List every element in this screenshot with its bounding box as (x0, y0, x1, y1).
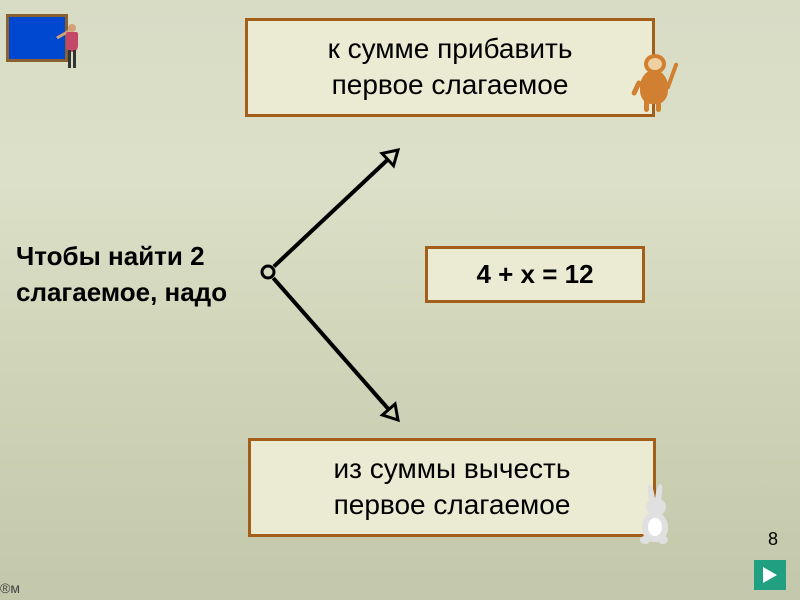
question-text: Чтобы найти 2 слагаемое, надо (16, 238, 266, 311)
left-line2: слагаемое, надо (16, 277, 227, 307)
next-button[interactable] (754, 560, 786, 590)
next-arrow-icon (763, 567, 777, 583)
chalkboard-illustration (6, 14, 84, 72)
bottom-answer-box: из суммы вычесть первое слагаемое (248, 438, 656, 537)
girl-figure (64, 24, 80, 74)
rabbit-illustration (632, 488, 682, 548)
left-line1: Чтобы найти 2 (16, 241, 205, 271)
top-line1: к сумме прибавить (328, 33, 573, 64)
monkey-illustration (628, 52, 682, 112)
top-line2: первое слагаемое (332, 69, 569, 100)
top-answer-box: к сумме прибавить первое слагаемое (245, 18, 655, 117)
bottom-line2: первое слагаемое (334, 489, 571, 520)
bottom-line1: из суммы вычесть (334, 453, 571, 484)
equation-text: 4 + х = 12 (476, 259, 593, 289)
equation-box: 4 + х = 12 (425, 246, 645, 303)
trademark-label: ®м (0, 580, 20, 596)
page-number: 8 (768, 529, 778, 550)
